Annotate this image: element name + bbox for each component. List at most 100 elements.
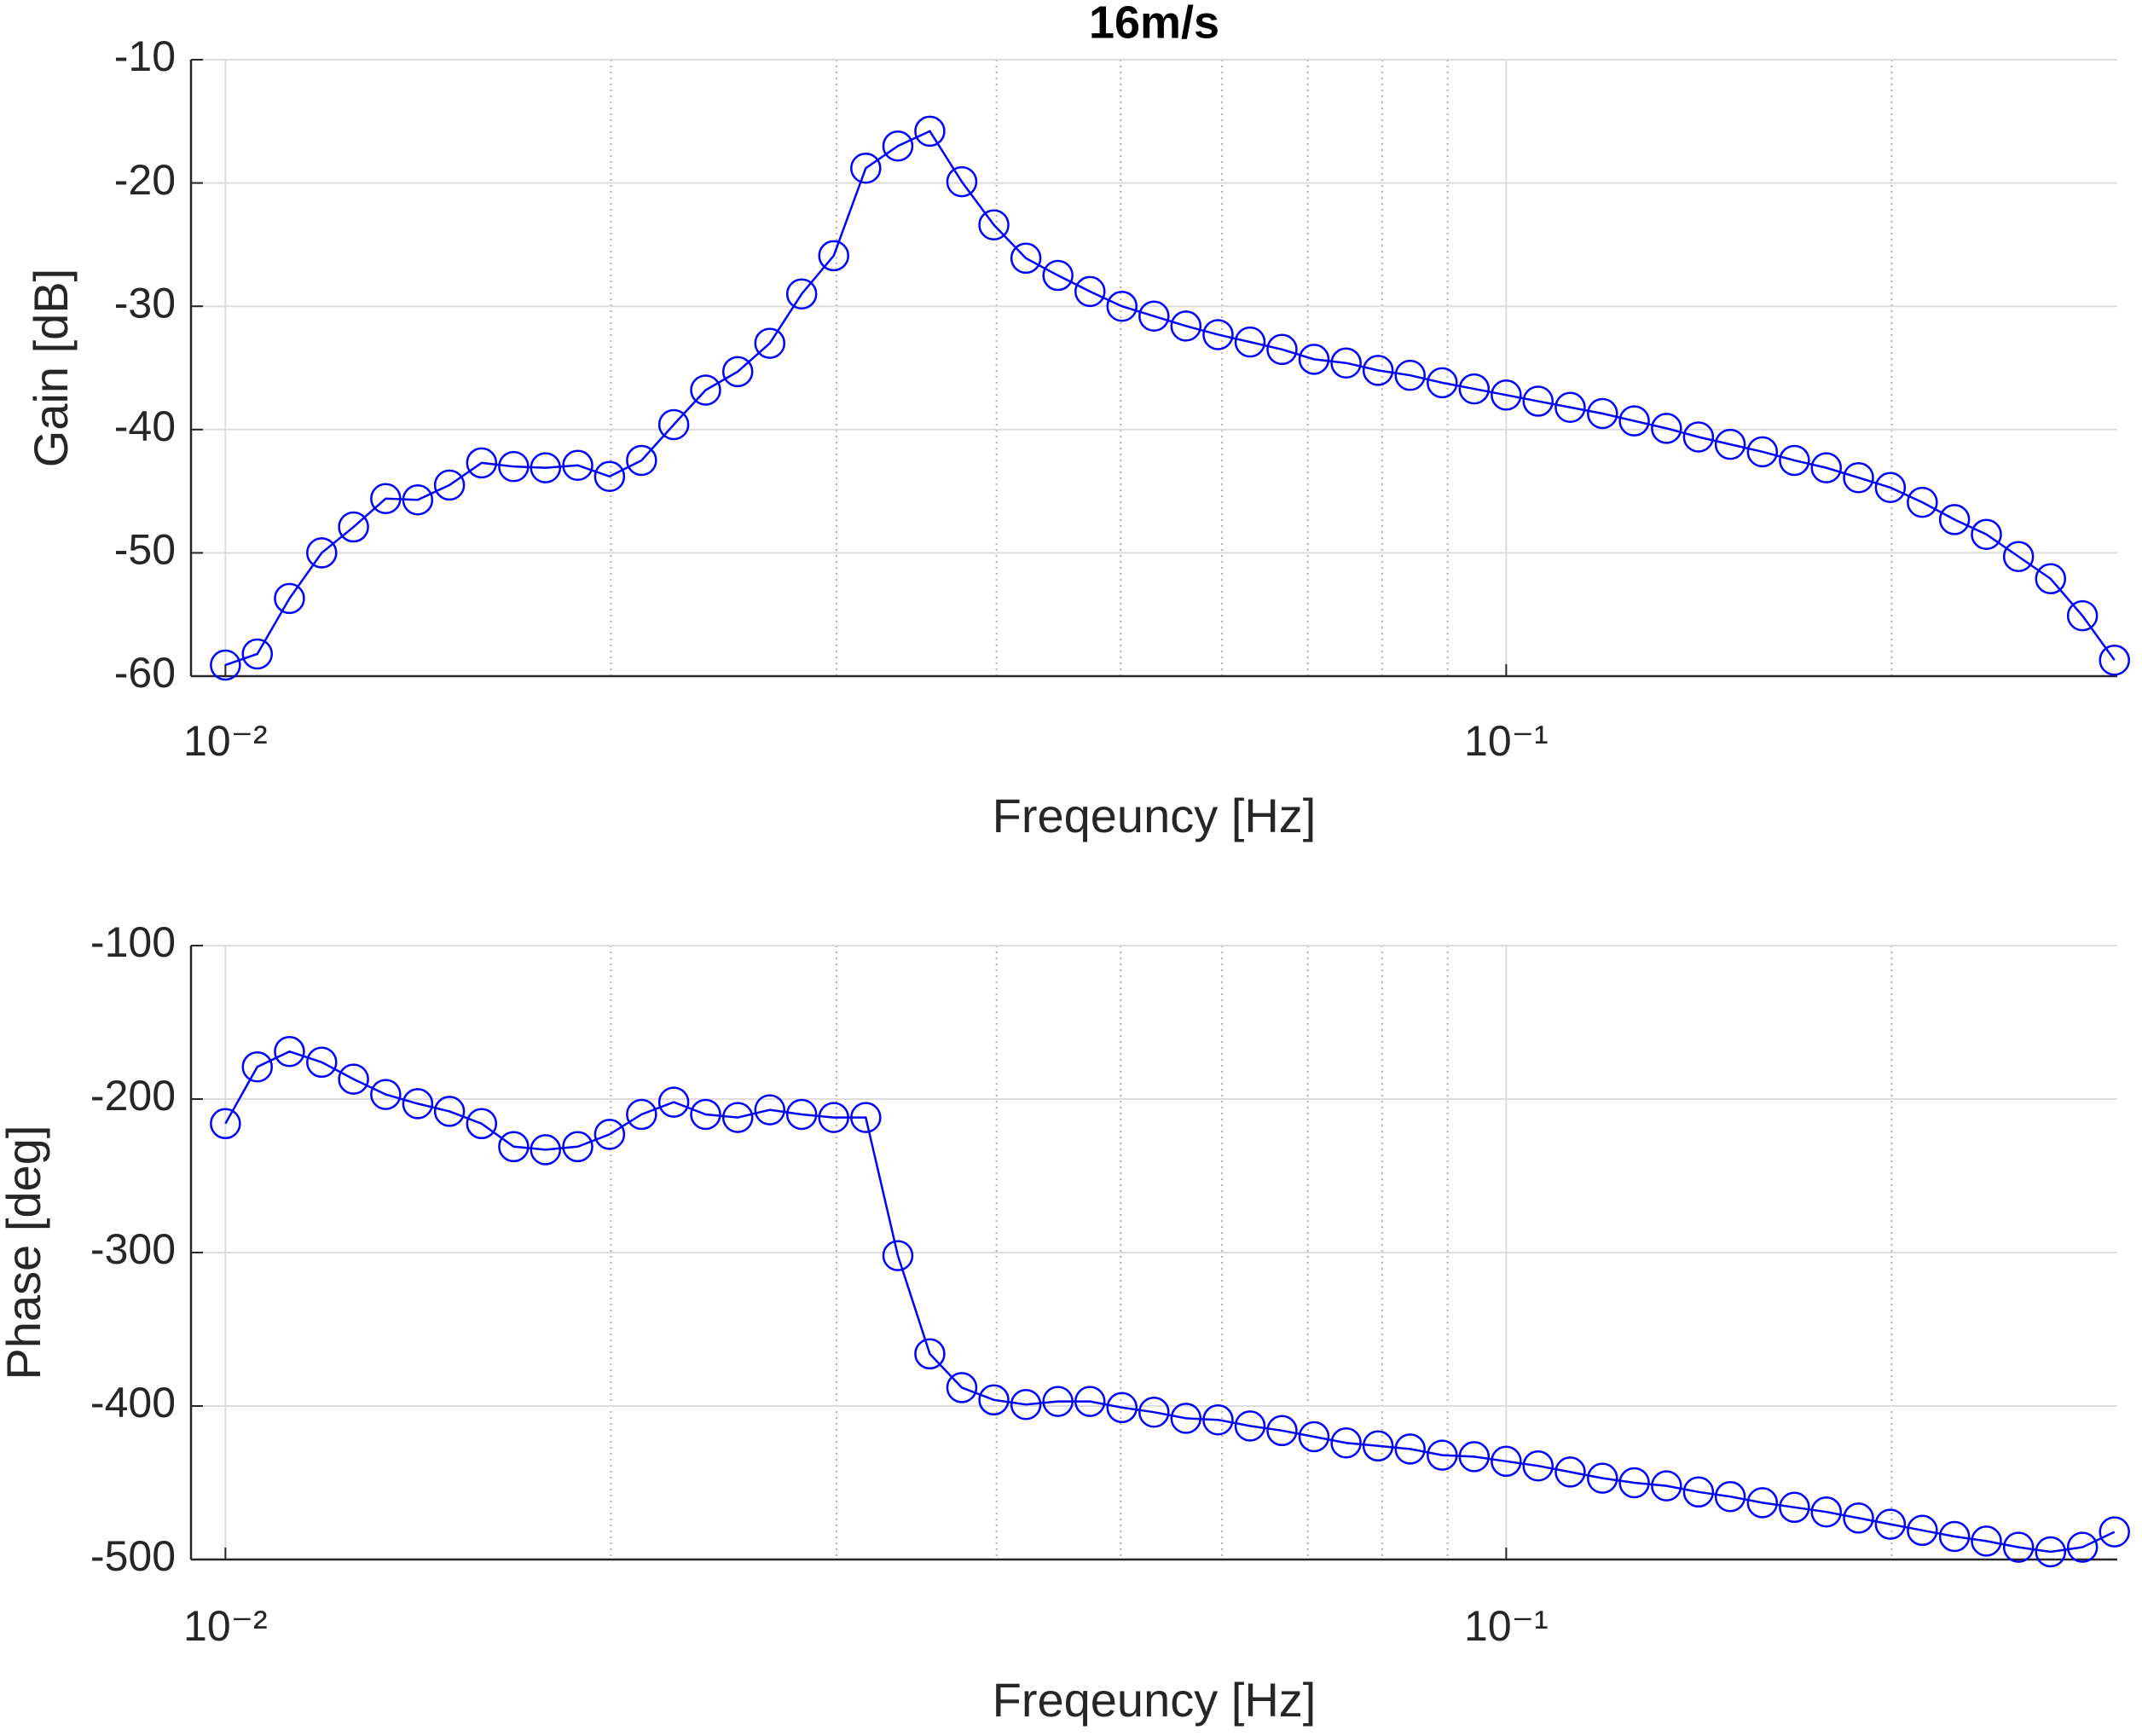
data-point bbox=[1266, 1415, 1298, 1447]
data-point bbox=[1618, 405, 1650, 437]
data-point bbox=[1330, 347, 1362, 379]
data-point bbox=[370, 483, 402, 515]
data-point bbox=[978, 1384, 1010, 1416]
data-point bbox=[1491, 379, 1522, 411]
data-point bbox=[690, 1098, 721, 1131]
data-point bbox=[882, 130, 914, 162]
x-tick-label: 10⁻¹ bbox=[1464, 717, 1549, 765]
data-point bbox=[1394, 1433, 1426, 1465]
data-point bbox=[1714, 1480, 1746, 1513]
data-point bbox=[626, 1098, 657, 1131]
data-point bbox=[1810, 1496, 1843, 1528]
data-point bbox=[1042, 1386, 1074, 1417]
data-point bbox=[1651, 1470, 1682, 1502]
data-point bbox=[593, 1119, 626, 1150]
data-point bbox=[1202, 1403, 1234, 1436]
data-point bbox=[562, 449, 593, 481]
data-point bbox=[914, 1338, 946, 1370]
data-point bbox=[1938, 504, 1971, 535]
data-point bbox=[1971, 518, 2002, 550]
data-point bbox=[2002, 541, 2035, 572]
data-point bbox=[1010, 1388, 1042, 1421]
y-tick-label: -20 bbox=[114, 156, 176, 204]
data-point bbox=[2066, 1531, 2099, 1563]
y-tick-label: -500 bbox=[90, 1532, 176, 1580]
data-point bbox=[402, 1088, 434, 1120]
data-point bbox=[1362, 1430, 1394, 1462]
data-point bbox=[754, 1094, 786, 1126]
data-point bbox=[1266, 333, 1298, 366]
data-point bbox=[1042, 259, 1074, 292]
data-point bbox=[1010, 242, 1042, 275]
data-point bbox=[1843, 461, 1874, 494]
data-point bbox=[1458, 373, 1491, 405]
data-point bbox=[1554, 391, 1586, 424]
data-point bbox=[1170, 1403, 1202, 1434]
data-point bbox=[1682, 1476, 1715, 1508]
data-point bbox=[210, 1108, 241, 1140]
data-point bbox=[914, 115, 946, 148]
data-point bbox=[466, 447, 498, 479]
data-point bbox=[306, 1046, 338, 1079]
data-point bbox=[2099, 644, 2130, 676]
data-point bbox=[1202, 319, 1234, 350]
data-point bbox=[1522, 385, 1554, 417]
data-point bbox=[562, 1131, 593, 1163]
data-point bbox=[274, 1035, 305, 1068]
data-point bbox=[530, 1134, 562, 1166]
data-point bbox=[1138, 1396, 1170, 1428]
data-point bbox=[818, 240, 849, 272]
y-tick-label: -40 bbox=[114, 402, 176, 450]
data-point bbox=[1587, 1462, 1618, 1494]
data-point bbox=[274, 582, 305, 615]
y-tick-label: -50 bbox=[114, 526, 176, 574]
data-point bbox=[2066, 599, 2099, 632]
data-point bbox=[1714, 428, 1746, 460]
data-point bbox=[721, 356, 754, 388]
data-point bbox=[433, 469, 466, 501]
data-point bbox=[530, 452, 562, 483]
y-tick-label: -30 bbox=[114, 279, 176, 327]
data-point bbox=[433, 1096, 466, 1127]
y-axis-label: Gain [dB] bbox=[24, 269, 78, 467]
data-point bbox=[338, 1063, 369, 1095]
data-point bbox=[2002, 1531, 2035, 1563]
data-point bbox=[626, 444, 657, 477]
y-tick-label: -400 bbox=[90, 1379, 176, 1426]
data-point bbox=[338, 511, 369, 543]
data-point bbox=[1907, 486, 1938, 518]
data-point bbox=[721, 1102, 754, 1133]
x-axis-label: Freqeuncy [Hz] bbox=[993, 789, 1317, 842]
data-point bbox=[1170, 310, 1202, 342]
y-tick-label: -60 bbox=[114, 649, 176, 697]
data-point bbox=[2099, 1516, 2130, 1548]
data-point bbox=[241, 1050, 274, 1083]
data-point bbox=[1394, 359, 1426, 391]
data-point bbox=[1330, 1426, 1362, 1459]
data-point bbox=[850, 152, 882, 184]
data-point bbox=[1554, 1456, 1586, 1488]
data-point bbox=[1874, 1508, 1907, 1540]
data-point bbox=[1427, 1439, 1458, 1471]
data-point bbox=[1938, 1520, 1971, 1553]
series-line bbox=[224, 130, 2116, 667]
x-axis-label: Freqeuncy [Hz] bbox=[993, 1673, 1317, 1727]
data-point bbox=[402, 483, 434, 516]
data-point bbox=[754, 327, 786, 359]
data-point bbox=[1779, 444, 1810, 477]
data-point bbox=[946, 165, 978, 198]
data-point bbox=[1682, 421, 1715, 453]
data-point bbox=[785, 1098, 818, 1131]
data-point bbox=[850, 1102, 882, 1133]
data-point bbox=[657, 1086, 690, 1118]
plot-area bbox=[191, 60, 2117, 676]
data-point bbox=[370, 1079, 402, 1110]
y-axis-label: Phase [deg] bbox=[0, 1126, 50, 1380]
data-point bbox=[1810, 452, 1843, 483]
data-point bbox=[210, 649, 241, 681]
data-point bbox=[1074, 275, 1106, 308]
x-tick-label: 10⁻² bbox=[183, 717, 268, 765]
data-point bbox=[1779, 1491, 1810, 1524]
data-point bbox=[657, 408, 690, 441]
